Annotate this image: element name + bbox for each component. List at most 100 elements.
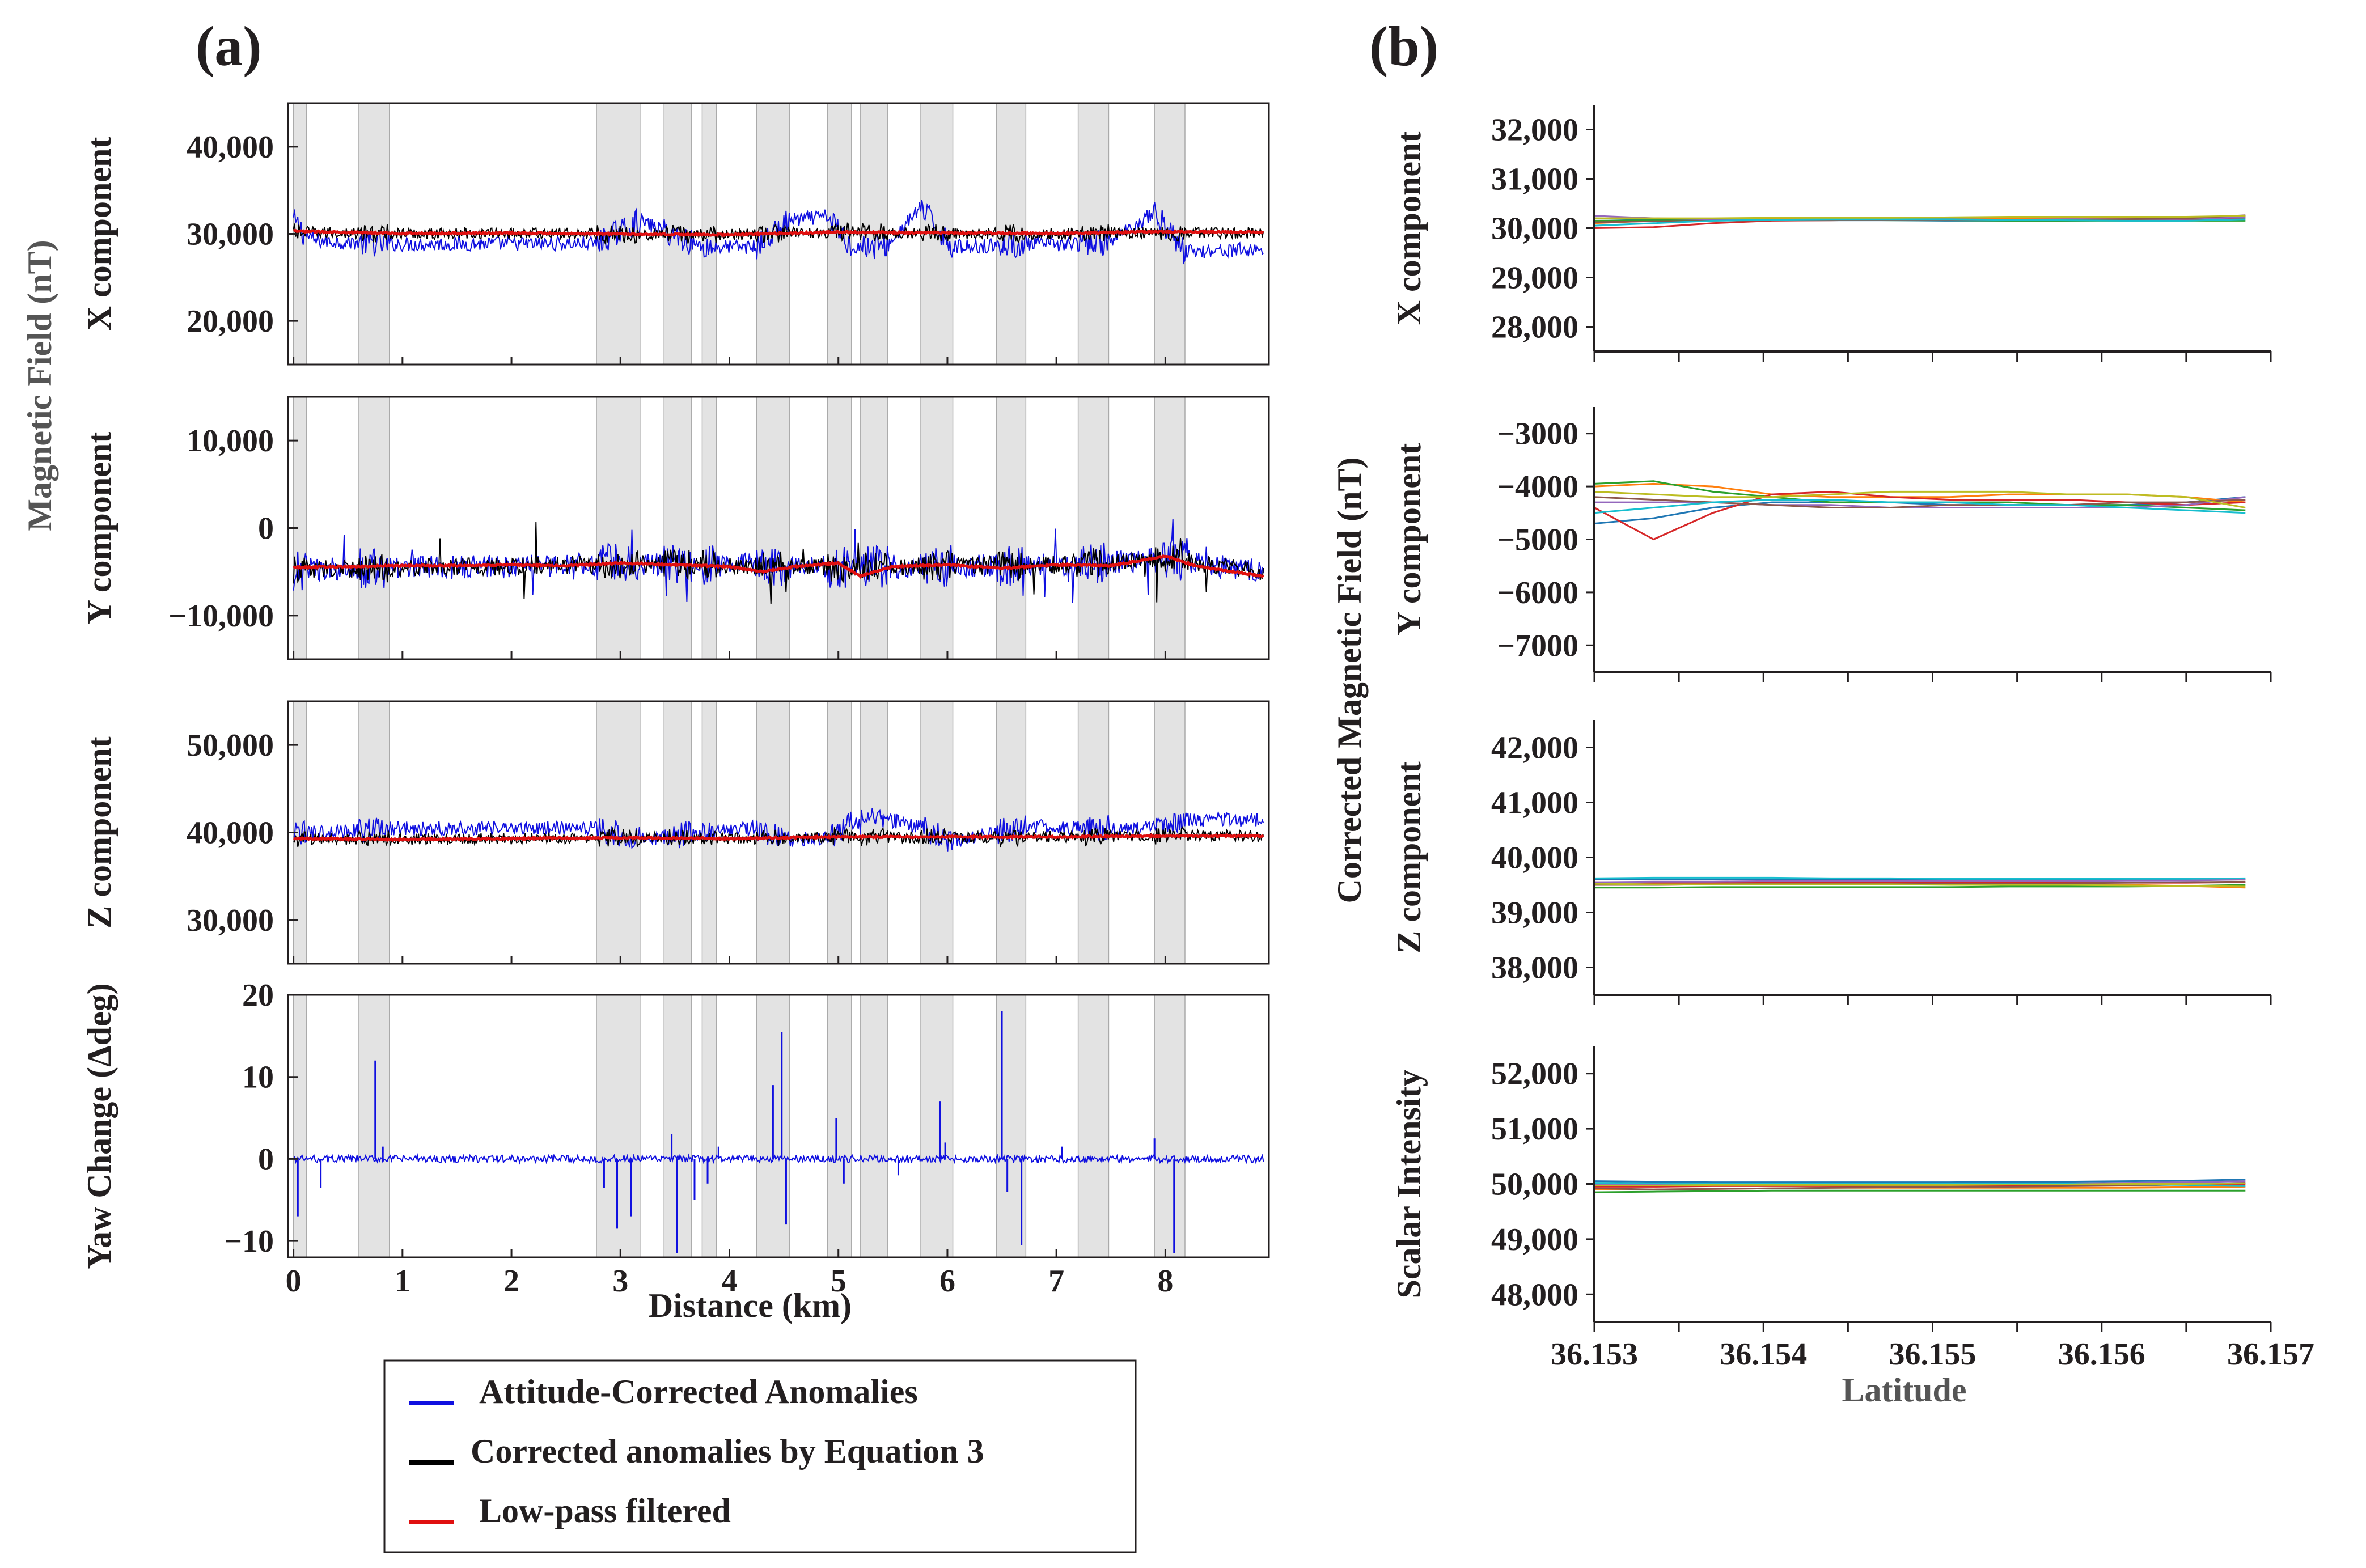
series-line	[1594, 490, 2246, 541]
series-line-lowpass	[293, 833, 1264, 842]
legend-label: Attitude-Corrected Anomalies	[479, 1373, 918, 1410]
x-tick-label: 2	[503, 1264, 519, 1299]
x-tick-label: 3	[612, 1264, 628, 1299]
y-axis-label: Scalar Intensity	[1390, 1070, 1428, 1299]
y-tick-label: 30,000	[187, 903, 274, 938]
y-tick-label: 39,000	[1491, 896, 1578, 931]
y-tick-label: 30,000	[1491, 211, 1578, 247]
series-line	[1594, 883, 2246, 888]
series-line	[1594, 499, 2246, 514]
legend-label: Corrected anomalies by Equation 3	[471, 1433, 984, 1470]
y-tick-label: −10,000	[168, 599, 274, 634]
shaded-interval	[1154, 994, 1186, 1258]
series-group	[294, 1011, 1264, 1253]
x-tick-label: 7	[1048, 1264, 1064, 1299]
shaded-interval	[827, 994, 852, 1258]
shaded-interval	[1154, 396, 1186, 660]
y-tick-label: 42,000	[1491, 731, 1578, 766]
shaded-interval	[920, 994, 954, 1258]
axes-frame	[287, 994, 1270, 1258]
y-tick-label: 20	[242, 978, 274, 1013]
x-tick-label: 36.157	[2227, 1337, 2314, 1372]
panel-a-subplot-1: 20,000 30,000 40,000 X component	[81, 102, 1270, 366]
y-tick-label: 10	[242, 1060, 274, 1095]
y-tick-label: 0	[258, 511, 274, 546]
y-axis-label: Z component	[81, 736, 118, 928]
series-line	[1594, 884, 2246, 889]
shaded-interval	[358, 994, 390, 1258]
series-line-lowpass	[292, 554, 1264, 579]
series-line-equation3	[293, 522, 1264, 604]
x-tick-label: 36.153	[1551, 1337, 1638, 1372]
y-tick-label: −3000	[1497, 417, 1578, 452]
y-axis-label: Y component	[1390, 443, 1428, 635]
series-line-yaw	[294, 1153, 1264, 1165]
series-line-lowpass	[293, 228, 1264, 238]
y-tick-label: −7000	[1497, 628, 1578, 663]
y-tick-label: 20,000	[187, 304, 274, 339]
y-tick-label: 48,000	[1491, 1277, 1578, 1312]
shaded-interval	[663, 396, 692, 660]
y-tick-label: 40,000	[187, 816, 274, 851]
shaded-interval	[996, 396, 1027, 660]
series-line	[1594, 1179, 2246, 1184]
x-tick-label: 5	[831, 1264, 846, 1299]
shaded-interval	[860, 994, 888, 1258]
y-tick-label: −6000	[1497, 575, 1578, 611]
y-tick-label: 28,000	[1491, 310, 1578, 345]
y-tick-label: −5000	[1497, 523, 1578, 558]
panel-b-label: (b)	[1369, 15, 1438, 78]
y-tick-label: 40,000	[1491, 841, 1578, 876]
panel-b-subplot-4: 48,000 49,000 50,000 51,000 52,000 36.153 36.1…	[1390, 1046, 2314, 1409]
panel-b: 28,000 29,000 30,000 31,000 32,000 X componen…	[1331, 105, 2314, 1409]
series-line	[1594, 878, 2246, 883]
shaded-interval	[358, 396, 390, 660]
shaded-interval	[860, 396, 888, 660]
x-tick-label: 36.156	[2058, 1337, 2145, 1372]
y-tick-label: 0	[258, 1142, 274, 1177]
x-tick-label: 8	[1157, 1264, 1173, 1299]
series-line	[1594, 496, 2246, 524]
shaded-interval	[756, 396, 790, 660]
y-axis-label: X component	[1390, 132, 1428, 325]
x-tick-label: 36.155	[1889, 1337, 1976, 1372]
y-tick-label: 40,000	[187, 130, 274, 165]
y-tick-label: 29,000	[1491, 261, 1578, 296]
panel-b-subplot-1: 28,000 29,000 30,000 31,000 32,000 X componen…	[1390, 105, 2272, 362]
y-tick-label: 49,000	[1491, 1222, 1578, 1257]
x-axis-label: Latitude	[1842, 1371, 1966, 1409]
shaded-interval	[293, 994, 307, 1258]
y-tick-label: 32,000	[1491, 113, 1578, 148]
shaded-interval	[701, 994, 717, 1258]
shaded-interval	[701, 396, 717, 660]
panel-b-subplot-3: 38,000 39,000 40,000 41,000 42,000 Z componen…	[1390, 720, 2272, 1005]
panel-b-subplot-2: −7000 −6000 −5000 −4000 −3000 Y component	[1390, 407, 2272, 682]
y-tick-label: 51,000	[1491, 1112, 1578, 1147]
y-axis-label: Yaw Change (Δdeg)	[81, 983, 118, 1269]
panel-a-subplot-2: −10,000 0 10,000 Y component	[81, 396, 1270, 660]
y-tick-label: 50,000	[187, 728, 274, 763]
y-tick-label: 41,000	[1491, 786, 1578, 821]
legend-frame	[383, 1359, 1137, 1553]
series-line	[1594, 490, 2246, 508]
x-tick-label: 4	[722, 1264, 738, 1299]
panel-a-subplot-4: −10 0 10 20 0 1 2 3 4 5 6 7 8 Distance (km) Yaw Change…	[81, 978, 1270, 1324]
shaded-interval	[596, 396, 641, 660]
series-group	[293, 200, 1264, 265]
series-group	[293, 808, 1264, 852]
shaded-interval	[920, 701, 954, 964]
shared-y-axis-label: Magnetic Field (nT)	[21, 240, 58, 531]
x-tick-label: 1	[395, 1264, 410, 1299]
legend-label: Low-pass filtered	[479, 1492, 731, 1529]
series-line	[1594, 496, 2246, 508]
series-line	[1594, 218, 2246, 227]
y-tick-label: 52,000	[1491, 1057, 1578, 1092]
x-tick-label: 36.154	[1720, 1337, 1807, 1372]
series-line	[1594, 1189, 2246, 1193]
series-line	[1594, 1183, 2246, 1186]
series-group	[292, 519, 1264, 604]
y-tick-label: 38,000	[1491, 951, 1578, 986]
legend: Attitude-Corrected Anomalies Corrected an…	[383, 1359, 1137, 1553]
y-tick-label: 31,000	[1491, 162, 1578, 197]
